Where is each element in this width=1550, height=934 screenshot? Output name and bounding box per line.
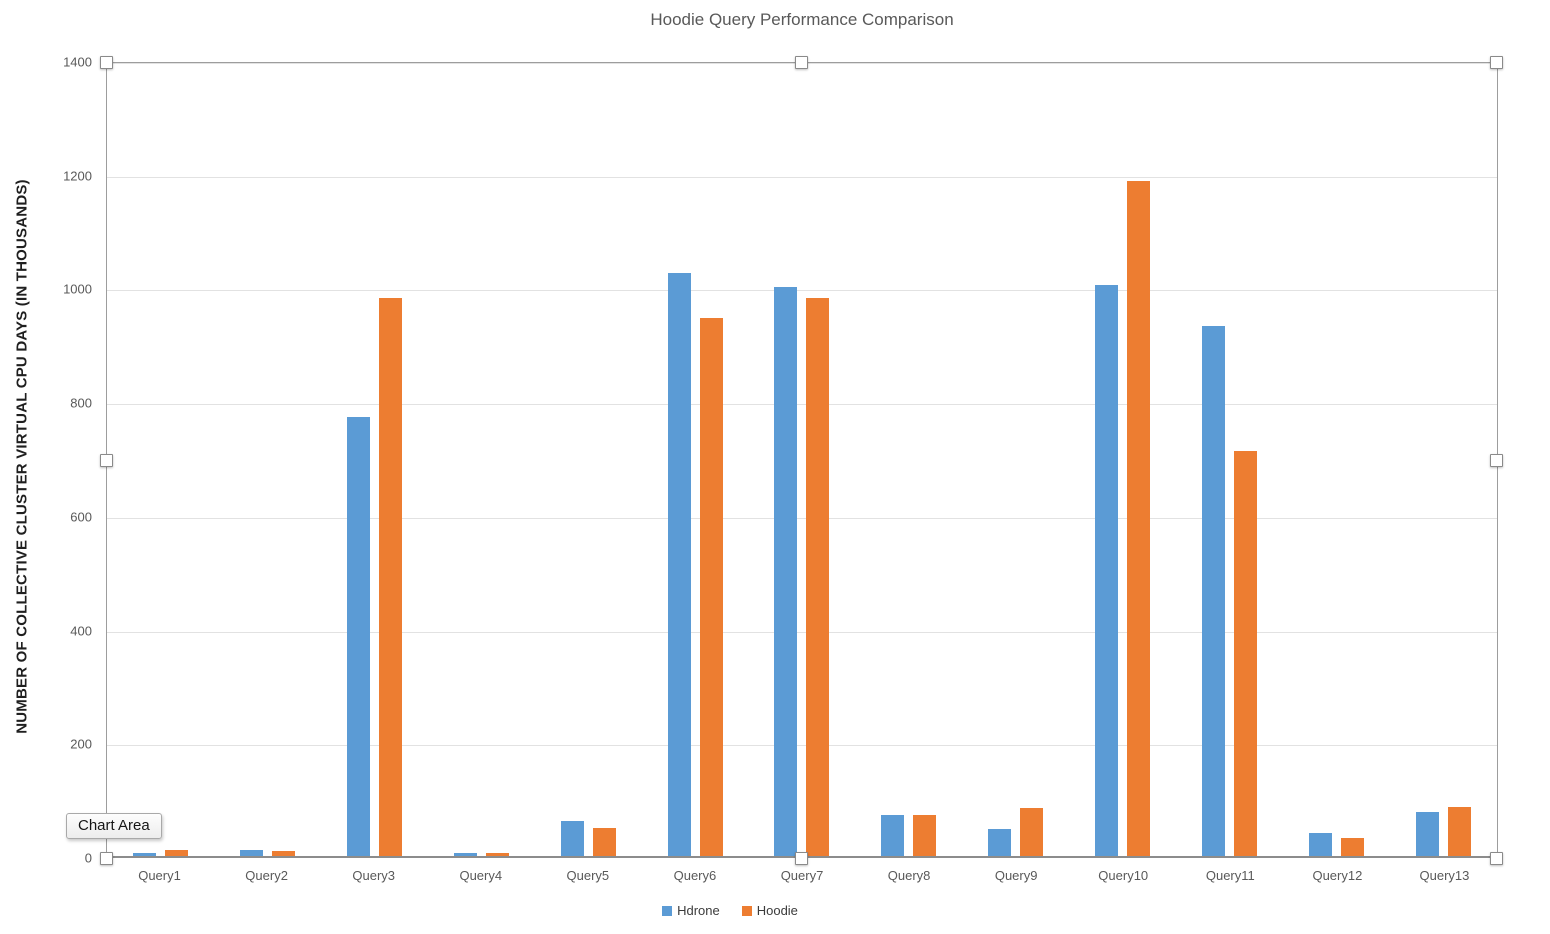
- gridline-600: [107, 517, 1497, 519]
- bar-hoodie-query1[interactable]: [164, 850, 188, 856]
- bar-hdrone-query7[interactable]: [774, 286, 798, 856]
- bar-hoodie-query3[interactable]: [378, 298, 402, 856]
- x-label-query10: Query10: [1098, 868, 1149, 883]
- x-label-query13: Query13: [1419, 868, 1470, 883]
- legend-label-hoodie: Hoodie: [756, 903, 798, 918]
- x-label-query8: Query8: [887, 868, 931, 883]
- bar-hoodie-query6[interactable]: [699, 317, 723, 856]
- x-label-query1: Query1: [138, 868, 181, 883]
- bar-hoodie-query5[interactable]: [592, 827, 616, 856]
- bar-hdrone-query3[interactable]: [346, 417, 370, 856]
- bar-group-query4: [428, 63, 535, 856]
- y-tick-label-0: 0: [84, 850, 92, 866]
- selection-handle-mid-right[interactable]: [1490, 454, 1503, 467]
- bar-hdrone-query9[interactable]: [988, 828, 1012, 856]
- x-label-query4: Query4: [459, 868, 503, 883]
- bar-hoodie-query2[interactable]: [271, 851, 295, 856]
- bar-group-query10: [1069, 63, 1176, 856]
- bar-hoodie-query10[interactable]: [1127, 180, 1151, 856]
- selection-handle-bottom-center[interactable]: [795, 852, 808, 865]
- x-label-query2: Query2: [245, 868, 288, 883]
- selection-handle-mid-left[interactable]: [100, 454, 113, 467]
- y-axis-title[interactable]: NUMBER OF COLLECTIVE CLUSTER VIRTUAL CPU…: [13, 179, 31, 734]
- legend: Hdrone Hoodie: [34, 903, 1426, 918]
- bar-hoodie-query9[interactable]: [1020, 807, 1044, 856]
- bar-hoodie-query13[interactable]: [1448, 807, 1472, 856]
- bar-group-query5: [535, 63, 642, 856]
- bar-hoodie-query7[interactable]: [806, 298, 830, 856]
- bar-group-query8: [855, 63, 962, 856]
- selection-handle-top-right[interactable]: [1490, 56, 1503, 69]
- chart-area-tooltip: Chart Area: [66, 813, 162, 839]
- x-label-query9: Query9: [994, 868, 1038, 883]
- x-label-query7: Query7: [780, 868, 824, 883]
- bar-hdrone-query12[interactable]: [1309, 833, 1333, 856]
- bar-group-query2: [214, 63, 321, 856]
- bar-hdrone-query6[interactable]: [667, 272, 691, 856]
- bar-group-query12: [1283, 63, 1390, 856]
- bar-hoodie-query11[interactable]: [1234, 451, 1258, 856]
- x-axis-labels: Query1 Query2 Query3 Query4 Query5 Query6 Quer…: [106, 868, 1498, 883]
- x-label-query3: Query3: [352, 868, 396, 883]
- bar-group-query6: [642, 63, 749, 856]
- bar-group-query11: [1176, 63, 1283, 856]
- gridline-800: [107, 404, 1497, 406]
- selection-handle-bottom-right[interactable]: [1490, 852, 1503, 865]
- y-tick-label-1000: 1000: [63, 281, 92, 297]
- selection-handle-top-left[interactable]: [100, 56, 113, 69]
- legend-swatch-hoodie: [741, 905, 752, 916]
- selection-handle-bottom-left[interactable]: [100, 852, 113, 865]
- bar-hdrone-query5[interactable]: [560, 820, 584, 856]
- y-tick-label-1200: 1200: [63, 168, 92, 184]
- bar-group-query9: [962, 63, 1069, 856]
- bar-group-query1: [107, 63, 214, 856]
- gridline-200: [107, 745, 1497, 747]
- plot-area[interactable]: [100, 56, 1503, 865]
- bar-hdrone-query11[interactable]: [1202, 326, 1226, 856]
- chart-title[interactable]: Hoodie Query Performance Comparison: [650, 10, 954, 29]
- selection-handle-top-center[interactable]: [795, 56, 808, 69]
- y-tick-label-600: 600: [70, 509, 92, 525]
- bar-hoodie-query8[interactable]: [913, 814, 937, 856]
- bar-group-query3: [321, 63, 428, 856]
- bar-hoodie-query4[interactable]: [485, 853, 509, 856]
- bar-hdrone-query1[interactable]: [132, 853, 156, 856]
- bar-hdrone-query4[interactable]: [453, 853, 477, 856]
- gridline-400: [107, 631, 1497, 633]
- bar-group-query13: [1390, 63, 1497, 856]
- bar-group-query7: [749, 63, 856, 856]
- legend-label-hdrone: Hdrone: [677, 903, 720, 918]
- y-tick-label-1400: 1400: [63, 54, 92, 70]
- x-label-query5: Query5: [566, 868, 610, 883]
- y-tick-label-200: 200: [70, 736, 92, 752]
- y-tick-label-800: 800: [70, 395, 92, 411]
- x-label-query12: Query12: [1312, 868, 1363, 883]
- bars-container: [107, 63, 1497, 856]
- x-label-query6: Query6: [673, 868, 717, 883]
- bar-hoodie-query12[interactable]: [1341, 837, 1365, 856]
- bar-hdrone-query10[interactable]: [1095, 285, 1119, 856]
- y-tick-label-400: 400: [70, 623, 92, 639]
- bar-hdrone-query8[interactable]: [881, 815, 905, 856]
- x-label-query11: Query11: [1205, 868, 1255, 883]
- gridline-1000: [107, 290, 1497, 292]
- bar-hdrone-query13[interactable]: [1416, 811, 1440, 856]
- legend-item-hoodie[interactable]: Hoodie: [741, 903, 798, 918]
- gridline-1200: [107, 176, 1497, 178]
- bar-hdrone-query2[interactable]: [239, 850, 263, 856]
- legend-swatch-hdrone: [662, 905, 673, 916]
- legend-item-hdrone[interactable]: Hdrone: [662, 903, 720, 918]
